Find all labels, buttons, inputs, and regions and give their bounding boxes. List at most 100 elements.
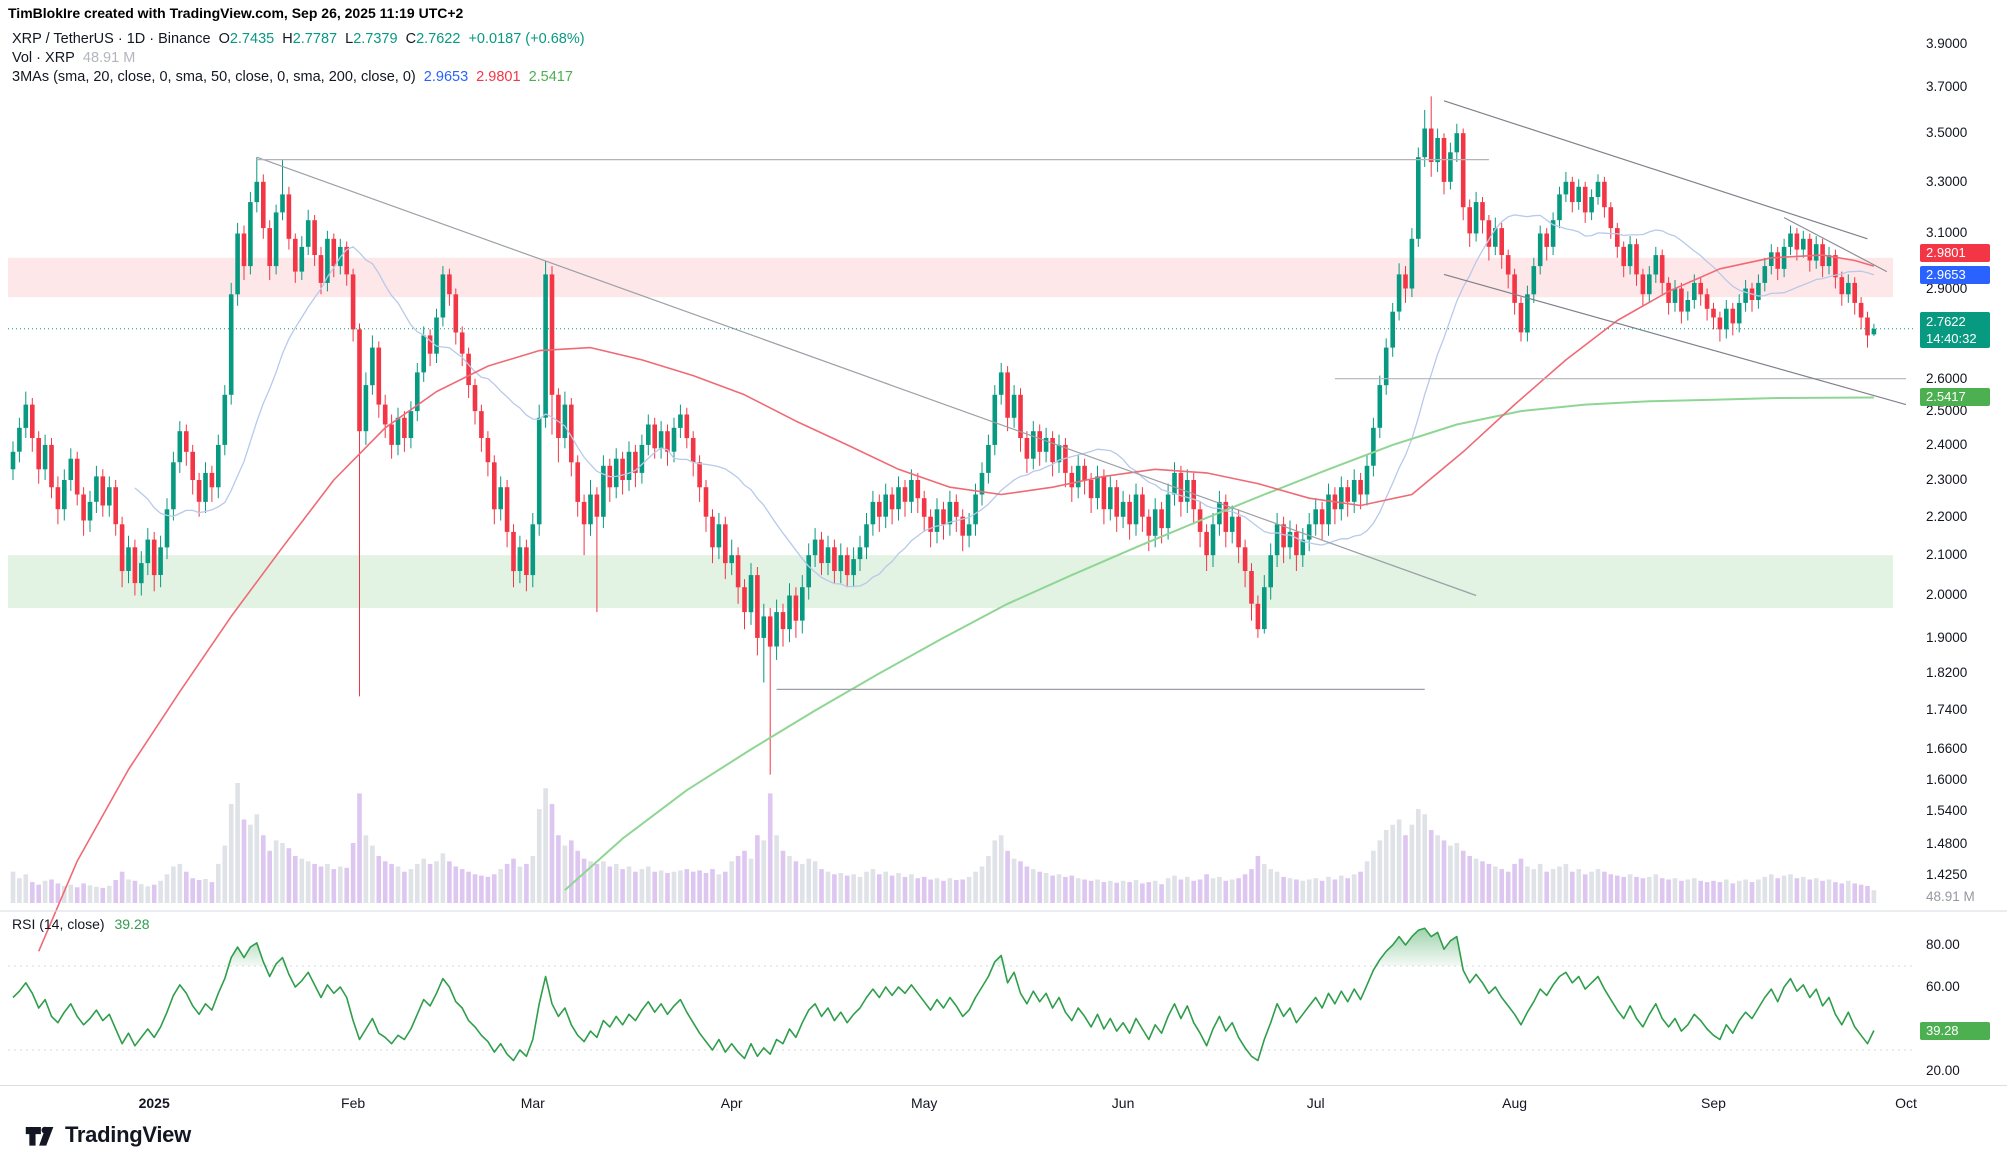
volume-bar [1480, 861, 1485, 903]
volume-bar [370, 845, 375, 903]
volume-label[interactable]: Vol · XRP [12, 50, 75, 66]
candle-body [1435, 138, 1440, 163]
volume-bar [1724, 879, 1729, 903]
volume-bar [305, 861, 311, 903]
tradingview-logo[interactable]: TradingView [24, 1122, 191, 1148]
candle-body [1570, 181, 1575, 203]
time-axis[interactable]: 2025 Feb Mar Apr May Jun Jul Aug Sep Oct [0, 1086, 2007, 1168]
volume-bar [960, 879, 965, 903]
candle-body [1306, 524, 1312, 540]
candle-body [1236, 516, 1241, 548]
candle-body [748, 575, 754, 613]
volume-bar [1756, 879, 1761, 903]
candle-body [1756, 282, 1761, 300]
candle-body [1050, 438, 1055, 463]
candle-body [479, 411, 484, 438]
candle-body [1146, 516, 1152, 536]
volume-bar [171, 866, 176, 903]
candle-body [761, 616, 767, 638]
price-tick-label: 3.3000 [1926, 173, 1968, 189]
volume-bar [312, 863, 317, 903]
price-axis[interactable]: 3.9000 3.7000 3.5000 3.3000 3.1000 2.9000 2.60… [1918, 0, 2007, 1086]
last-price-badge: 2.7622 14:40:32 [1920, 311, 1990, 348]
volume-bar [1589, 871, 1594, 903]
candle-body [17, 427, 22, 452]
volume-bar [158, 880, 163, 903]
volume-bar [1467, 856, 1472, 903]
volume-bar [511, 858, 516, 903]
candle-body [1666, 282, 1671, 303]
price-tick-label: 1.6000 [1926, 771, 1968, 787]
volume-bar [1788, 874, 1793, 903]
volume-bar [857, 876, 863, 903]
volume-bar [851, 874, 856, 903]
ma-indicator-label[interactable]: 3MAs (sma, 20, close, 0, sma, 50, close,… [12, 69, 416, 85]
volume-bar [979, 866, 985, 903]
trend-line [1443, 100, 1868, 240]
volume-bar [1621, 876, 1626, 903]
volume-bar [594, 863, 600, 903]
candle-body [1351, 480, 1357, 502]
candle-body [1531, 266, 1537, 295]
candle-body [1274, 524, 1280, 556]
candle-body [780, 612, 786, 630]
volume-bar [954, 880, 959, 903]
volume-bar [1499, 869, 1504, 903]
candle-body [376, 347, 382, 405]
volume-bar [1634, 876, 1639, 903]
candle-body [1082, 465, 1087, 480]
candle-body [1018, 394, 1023, 438]
candle-body [1255, 603, 1261, 630]
volume-bar [1852, 883, 1857, 903]
volume-bar [581, 858, 587, 903]
price-tick-label: 3.9000 [1926, 35, 1968, 51]
volume-bar [1858, 884, 1864, 903]
candle-body [344, 246, 349, 275]
volume-bar [1730, 883, 1736, 903]
candle-body [209, 472, 215, 488]
volume-bar [690, 871, 696, 903]
volume-bar [434, 861, 439, 903]
volume-bar [331, 869, 337, 903]
candle-body [1358, 480, 1363, 495]
volume-bar [639, 869, 645, 903]
volume-bar [286, 848, 292, 903]
volume-bar [684, 869, 690, 903]
candle-body [1730, 308, 1736, 324]
candle-body [1736, 302, 1742, 324]
volume-bar [1769, 874, 1774, 903]
rsi-value: 39.28 [114, 916, 150, 932]
volume-bar [825, 871, 831, 903]
symbol-title[interactable]: XRP / TetherUS · 1D · Binance [12, 31, 211, 47]
candle-body [1685, 300, 1691, 312]
candle-body [158, 547, 163, 575]
candle-body [1813, 244, 1819, 261]
volume-bar [1557, 866, 1562, 903]
candle-body [665, 431, 670, 452]
sma20-line [134, 214, 1875, 588]
candle-body [1294, 531, 1299, 556]
candle-body [960, 516, 965, 536]
candle-body [36, 438, 41, 470]
candle-body [151, 539, 157, 576]
candle-body [601, 465, 606, 517]
candle-body [1043, 438, 1049, 452]
candle-body [350, 274, 356, 330]
time-axis-label: Jul [1306, 1095, 1325, 1111]
candle-body [851, 559, 856, 576]
candle-body [357, 329, 362, 432]
candle-body [228, 294, 234, 395]
volume-bar [1865, 886, 1870, 903]
candle-body [1011, 394, 1017, 418]
candle-body [1152, 509, 1158, 536]
volume-bar [870, 869, 876, 903]
candle-body [42, 444, 48, 470]
candle-body [196, 480, 202, 502]
candle-body [305, 220, 311, 247]
candle-body [1608, 207, 1614, 229]
candle-body [164, 509, 170, 548]
volume-bar [10, 871, 16, 903]
volume-bar [216, 863, 221, 903]
rsi-indicator-label[interactable]: RSI (14, close) [12, 916, 105, 932]
